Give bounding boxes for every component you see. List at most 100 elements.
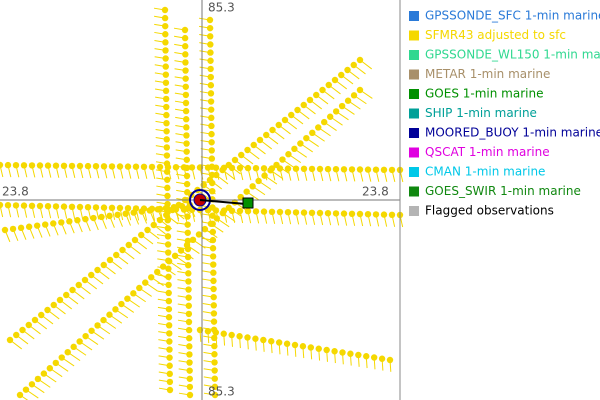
track-dot: [309, 129, 316, 137]
track-dot: [148, 163, 156, 171]
track-dot: [279, 156, 286, 163]
track-dot: [166, 386, 174, 394]
track-dot: [116, 204, 124, 212]
track-dot: [166, 378, 174, 386]
track-dot: [238, 151, 245, 159]
track-dot: [166, 354, 173, 361]
track-dot: [332, 108, 340, 115]
track-dot: [211, 383, 219, 391]
track-dot: [207, 98, 215, 105]
track-dot: [211, 351, 218, 358]
track-dot: [1, 226, 9, 234]
track-dot: [308, 165, 316, 173]
track-dot: [212, 164, 220, 171]
track-dot: [291, 145, 298, 153]
track-dot: [207, 106, 215, 113]
left-label: 23.8: [2, 185, 29, 199]
track-dot: [20, 162, 28, 169]
track-dot: [291, 341, 299, 349]
track-dot: [28, 202, 36, 209]
track-dot: [148, 274, 155, 281]
track-dot: [58, 354, 65, 361]
track-dot: [225, 161, 232, 169]
track-dot: [185, 278, 192, 285]
track-dot: [182, 67, 189, 74]
track-dot: [252, 165, 260, 172]
track-dot: [70, 343, 77, 351]
track-dot: [210, 310, 218, 317]
track-dot: [163, 111, 170, 119]
track-dot: [186, 375, 193, 382]
track-dot: [183, 180, 191, 188]
track-dot: [162, 95, 170, 103]
track-dot: [162, 55, 169, 62]
track-dot: [355, 351, 362, 359]
track-dot: [182, 59, 189, 66]
track-dot: [210, 318, 218, 325]
track-dot: [370, 354, 378, 361]
track-dot: [219, 166, 226, 174]
track-dot: [50, 220, 57, 227]
track-dot: [219, 209, 227, 217]
track-dot: [44, 162, 52, 169]
track-dot: [130, 290, 137, 297]
track-dot: [56, 296, 64, 304]
track-dot: [269, 126, 276, 134]
track-dot: [108, 163, 116, 170]
track-dot: [185, 318, 193, 326]
track-dot: [236, 164, 244, 172]
track-dot: [100, 204, 108, 211]
track-dot: [52, 203, 60, 210]
track-dot: [68, 162, 76, 170]
track-dot: [319, 86, 326, 94]
track-dot: [204, 164, 212, 171]
track-dot: [252, 208, 260, 215]
track-dot: [207, 65, 214, 73]
track-dot: [122, 210, 129, 217]
track-dot: [76, 162, 84, 170]
track-dot: [347, 350, 354, 357]
track-dot: [285, 151, 292, 158]
track-dot: [181, 26, 189, 34]
track-dot: [180, 164, 188, 171]
track-dot: [208, 114, 215, 122]
track-dot: [172, 164, 180, 171]
track-dot: [125, 241, 132, 249]
track-dot: [165, 289, 172, 297]
legend-label: SFMR43 adjusted to sfc: [425, 28, 566, 42]
track-dot: [210, 277, 217, 285]
track-dot: [300, 209, 308, 216]
track-dot: [332, 166, 340, 173]
track-dot: [0, 201, 4, 209]
legend-label: QSCAT 1-min marine: [425, 145, 550, 159]
track-dot: [166, 330, 173, 337]
track-dot: [166, 362, 173, 369]
track-dot: [372, 166, 380, 173]
track-dot: [195, 231, 203, 238]
track-dot: [113, 251, 120, 259]
track-dot: [163, 136, 170, 143]
track-dot: [244, 334, 251, 341]
track-dot: [183, 148, 190, 155]
track-dot: [297, 140, 304, 147]
track-dot: [82, 215, 89, 223]
track-dot: [162, 22, 169, 30]
track-dot: [356, 166, 364, 173]
track-dot: [162, 205, 170, 212]
track-dot: [331, 348, 338, 355]
track-dot: [208, 139, 215, 146]
track-dot: [12, 202, 20, 209]
track-dot: [19, 326, 26, 334]
track-dot: [124, 163, 132, 170]
track-dot: [164, 176, 171, 183]
track-dot: [184, 221, 191, 228]
track-dot: [165, 265, 172, 272]
track-dot: [348, 210, 356, 217]
track-dot: [207, 41, 214, 48]
track-dot: [316, 165, 324, 173]
track-dot: [182, 51, 189, 58]
track-dot: [228, 331, 235, 339]
track-dot: [204, 328, 212, 335]
track-dot: [260, 208, 268, 215]
track-dot: [162, 47, 169, 54]
